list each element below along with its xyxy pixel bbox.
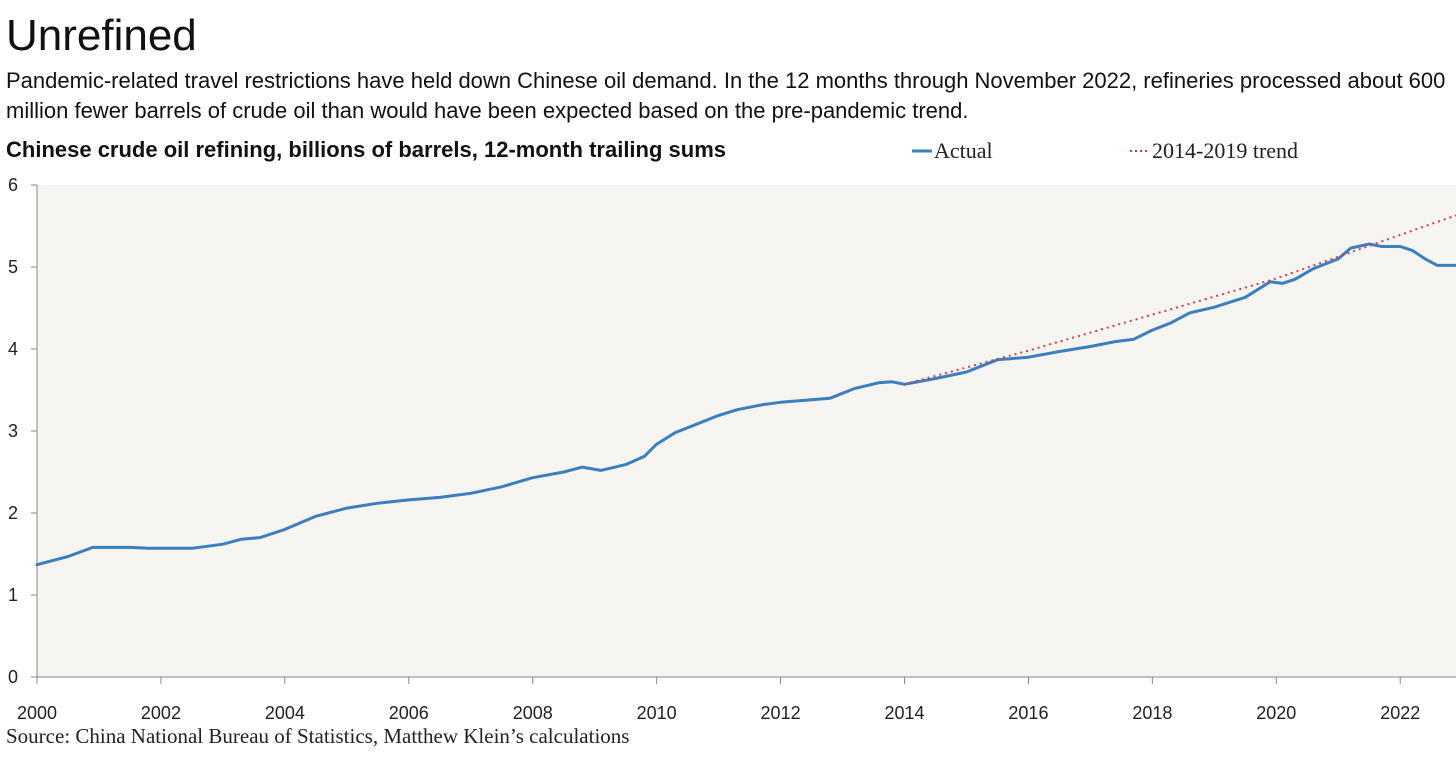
plot-area	[37, 185, 1456, 677]
x-tick-label: 2004	[265, 703, 305, 723]
x-tick-label: 2000	[17, 703, 57, 723]
chart-heading: Chinese crude oil refining, billions of …	[6, 137, 727, 162]
legend-item-actual: Actual	[912, 137, 993, 163]
legend-swatch-actual	[912, 149, 932, 153]
x-tick-label: 2002	[141, 703, 181, 723]
series-line-trend	[904, 214, 1456, 386]
x-tick-label: 2012	[761, 703, 801, 723]
y-tick-label: 1	[8, 585, 18, 605]
x-tick-label: 2008	[513, 703, 553, 723]
chart-subtitle: Pandemic-related travel restrictions hav…	[6, 68, 1446, 123]
x-tick-label: 2016	[1008, 703, 1048, 723]
y-tick-label: 6	[8, 175, 18, 195]
source-note: Source: China National Bureau of Statist…	[6, 724, 630, 748]
x-tick-label: 2022	[1380, 703, 1420, 723]
y-tick-label: 3	[8, 421, 18, 441]
x-tick-label: 2006	[389, 703, 429, 723]
legend-item-trend: 2014-2019 trend	[1130, 137, 1298, 163]
x-tick-label: 2014	[884, 703, 924, 723]
y-tick-label: 4	[8, 339, 18, 359]
y-tick-label: 0	[8, 667, 18, 687]
y-tick-label: 2	[8, 503, 18, 523]
legend-swatch-trend	[1130, 150, 1150, 153]
series-line-actual	[35, 242, 1456, 567]
legend-label-trend: 2014-2019 trend	[1152, 138, 1299, 164]
legend-label-actual: Actual	[934, 138, 993, 164]
x-tick-label: 2010	[637, 703, 677, 723]
y-tick-label: 5	[8, 257, 18, 277]
chart-title: Unrefined	[6, 11, 197, 60]
x-tick-label: 2018	[1132, 703, 1172, 723]
x-tick-label: 2020	[1256, 703, 1296, 723]
